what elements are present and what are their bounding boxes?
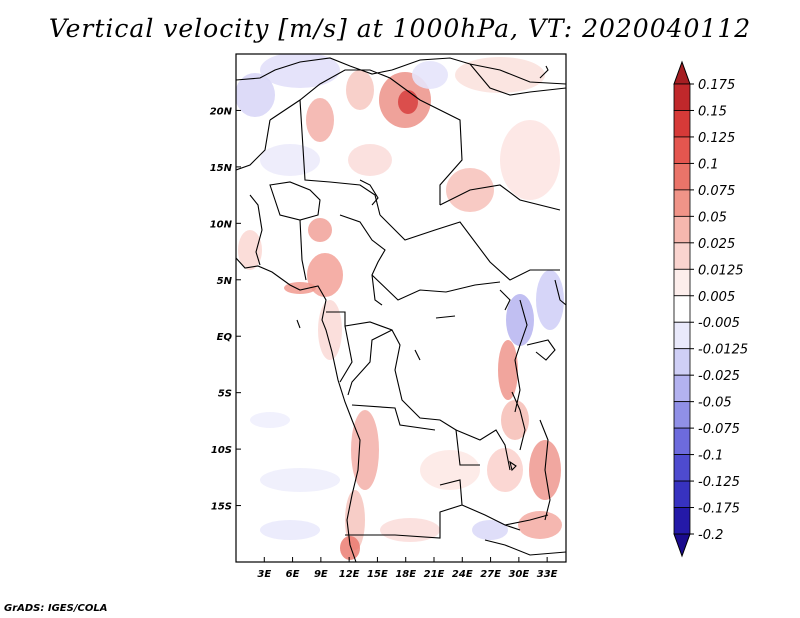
colorbar-label: 0.175	[698, 78, 735, 93]
colorbar-swatch	[673, 427, 691, 455]
colorbar-label: -0.125	[698, 475, 740, 490]
lat-tick-label: 10S	[211, 445, 232, 456]
lat-tick-label: EQ	[217, 332, 233, 343]
colorbar-label: 0.15	[698, 104, 727, 119]
colorbar-swatch	[673, 321, 691, 350]
colorbar-label: -0.005	[698, 316, 740, 331]
colorbar-swatch	[673, 401, 691, 429]
colorbar-label: 0.005	[698, 290, 735, 305]
lon-tick-label: 18E	[395, 569, 416, 580]
colorbar-swatch	[673, 507, 691, 535]
colorbar: 0.175 0.15 0.125 0.1 0.075 0.05 0.025 0.0125 0.0…	[673, 60, 748, 558]
colorbar-label: -0.025	[698, 369, 740, 384]
lat-tick-label: 5N	[217, 276, 233, 287]
lon-tick-label: 30E	[508, 569, 529, 580]
lon-tick-label: 24E	[452, 569, 473, 580]
colorbar-label: 0.05	[698, 210, 727, 225]
latitude-axis: 20N 15N 10N 5N EQ 5S 10S 15S	[210, 106, 241, 513]
credit-label: GrADS: IGES/COLA	[4, 603, 108, 614]
colorbar-swatch	[673, 454, 691, 482]
colorbar-label: 0.075	[698, 184, 735, 199]
colorbar-swatch	[673, 83, 691, 111]
lon-tick-label: 33E	[537, 569, 558, 580]
triangle-down-icon	[673, 533, 691, 558]
lat-tick-label: 15N	[210, 163, 233, 174]
colorbar-swatch	[673, 136, 691, 164]
coastlines-borders	[236, 57, 566, 562]
colorbar-label: 0.025	[698, 237, 735, 252]
colorbar-label: -0.0125	[698, 343, 748, 358]
colorbar-label: -0.075	[698, 422, 740, 437]
velocity-shading	[236, 54, 564, 560]
colorbar-label: 0.125	[698, 131, 735, 146]
colorbar-swatch	[673, 480, 691, 508]
longitude-axis: 3E 6E 9E 12E 15E 18E 21E 24E 27E 30E 33E	[257, 557, 558, 580]
colorbar-label: -0.1	[698, 449, 723, 464]
lon-tick-label: 27E	[480, 569, 501, 580]
colorbar-swatch	[673, 268, 691, 297]
lon-tick-label: 12E	[339, 569, 360, 580]
colorbar-label: 0.1	[698, 157, 719, 172]
colorbar-label: -0.2	[698, 528, 723, 543]
map-title: Vertical velocity [m/s] at 1000hPa, VT: …	[48, 14, 752, 43]
map-frame	[235, 53, 567, 563]
colorbar-swatch	[673, 374, 691, 403]
colorbar-swatch	[673, 242, 691, 270]
triangle-up-icon	[673, 60, 691, 85]
colorbar-label: -0.175	[698, 502, 740, 517]
lon-tick-label: 21E	[424, 569, 445, 580]
colorbar-swatch	[673, 295, 691, 323]
lat-tick-label: 15S	[211, 502, 232, 513]
lon-tick-label: 15E	[367, 569, 388, 580]
colorbar-swatch	[673, 110, 691, 138]
colorbar-swatch	[673, 215, 691, 244]
lat-tick-label: 20N	[210, 106, 233, 117]
colorbar-label: -0.05	[698, 396, 732, 411]
lon-tick-label: 3E	[257, 569, 271, 580]
lat-tick-label: 10N	[210, 219, 233, 230]
lon-tick-label: 9E	[314, 569, 328, 580]
lon-tick-label: 6E	[286, 569, 300, 580]
colorbar-swatch	[673, 348, 691, 376]
lat-tick-label: 5S	[218, 389, 232, 400]
colorbar-swatch	[673, 163, 691, 191]
colorbar-swatch	[673, 189, 691, 217]
colorbar-label: 0.0125	[698, 263, 744, 278]
